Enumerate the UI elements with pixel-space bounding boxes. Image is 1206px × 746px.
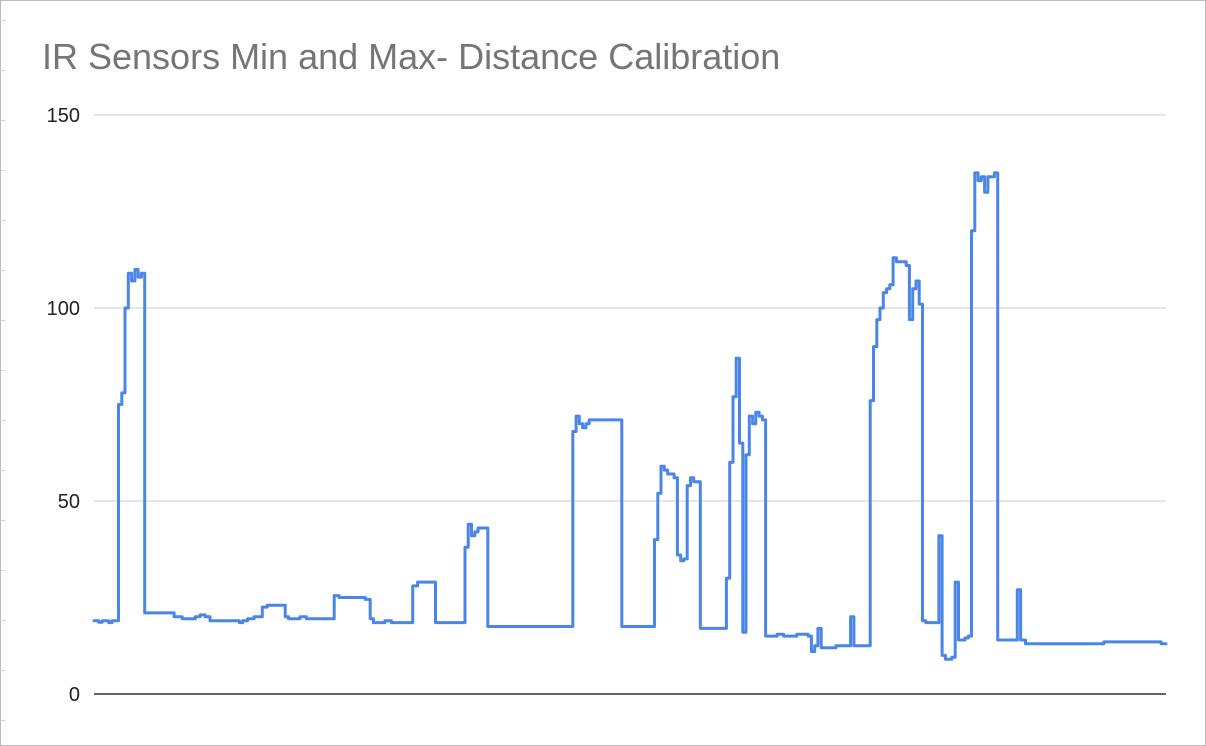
y-tick-label-50: 50 [58, 491, 80, 513]
y-tick-label-0: 0 [69, 684, 80, 706]
y-tick-label-150: 150 [47, 105, 80, 127]
series-lines [92, 171, 1168, 661]
series-line-0 [92, 171, 1168, 661]
chart-title: IR Sensors Min and Max- Distance Calibra… [42, 36, 781, 77]
y-axis-tick-labels: 0 50 100 150 [47, 105, 80, 706]
gridlines [94, 114, 1166, 502]
edge-ruler-marks [0, 0, 6, 746]
y-tick-label-100: 100 [47, 298, 80, 320]
